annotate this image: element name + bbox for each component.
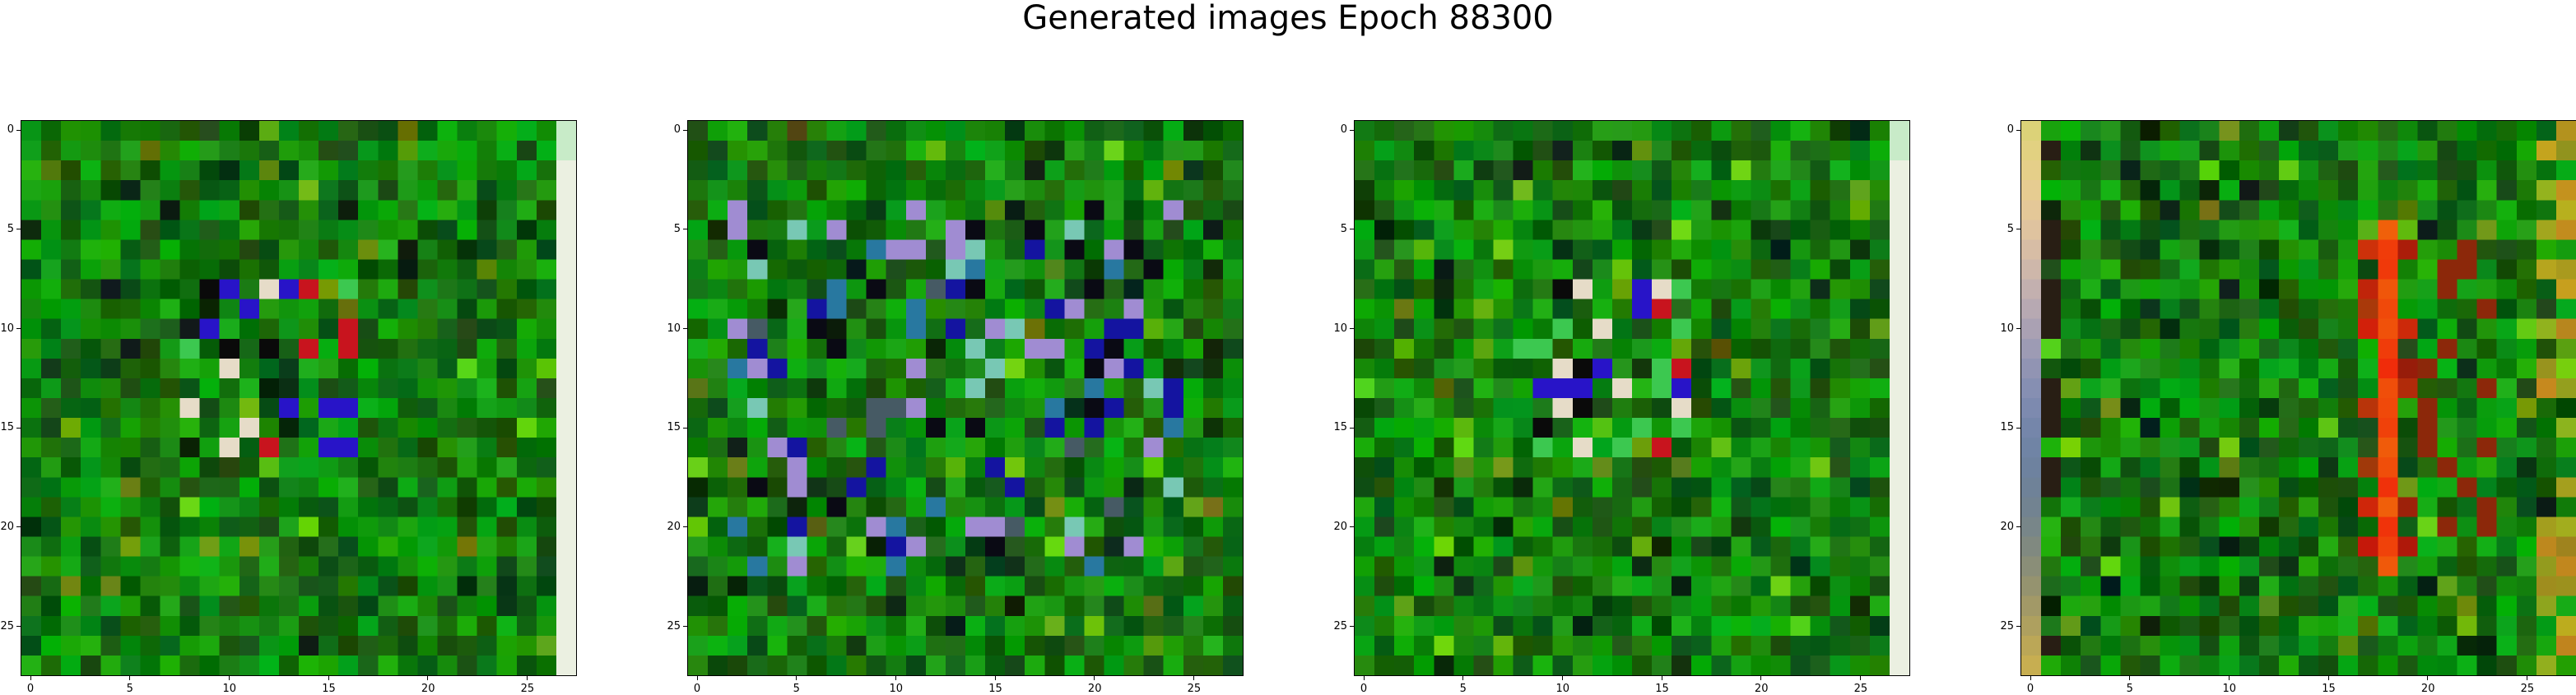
y-tick-label: 10 — [0, 322, 14, 335]
y-tick-mark — [16, 129, 21, 131]
y-tick-label: 0 — [2006, 123, 2014, 137]
y-tick-mark — [2016, 427, 2020, 429]
y-tick-mark — [1350, 129, 1354, 131]
x-tick-label: 5 — [793, 683, 800, 695]
y-tick-label: 15 — [1333, 421, 1347, 434]
x-tick-mark — [527, 676, 528, 680]
y-tick-label: 10 — [667, 322, 681, 335]
y-tick-label: 25 — [667, 619, 681, 632]
y-tick-label: 20 — [0, 520, 14, 533]
x-tick-label: 0 — [693, 683, 701, 695]
image-canvas — [1354, 120, 1910, 676]
x-tick-label: 25 — [520, 683, 535, 695]
x-tick-label: 15 — [988, 683, 1002, 695]
y-tick-label: 0 — [673, 123, 681, 137]
x-tick-label: 25 — [1187, 683, 1202, 695]
y-tick-label: 25 — [1333, 619, 1347, 632]
x-tick-label: 5 — [1459, 683, 1467, 695]
y-tick-label: 25 — [0, 619, 14, 632]
y-tick-mark — [16, 526, 21, 528]
y-tick-label: 5 — [2006, 222, 2014, 235]
x-tick-mark — [1462, 676, 1464, 680]
figure-title: Generated images Epoch 88300 — [1022, 0, 1554, 37]
x-tick-mark — [2129, 676, 2131, 680]
x-tick-label: 5 — [2126, 683, 2133, 695]
x-tick-mark — [129, 676, 131, 680]
y-tick-mark — [16, 626, 21, 628]
y-tick-label: 5 — [673, 222, 681, 235]
y-tick-mark — [683, 427, 687, 429]
x-tick-mark — [1760, 676, 1762, 680]
x-tick-mark — [1860, 676, 1862, 680]
x-tick-mark — [895, 676, 896, 680]
y-tick-label: 15 — [0, 421, 14, 434]
generated-image-panel-2: 0 5 10 15 20 25 0 5 10 15 20 25 — [667, 120, 1244, 694]
y-tick-mark — [2016, 626, 2020, 628]
y-tick-mark — [1350, 328, 1354, 329]
y-tick-mark — [2016, 129, 2020, 131]
x-tick-mark — [427, 676, 429, 680]
x-tick-mark — [2030, 676, 2031, 680]
x-tick-label: 25 — [2520, 683, 2535, 695]
x-tick-mark — [994, 676, 996, 680]
y-tick-label: 10 — [2000, 322, 2014, 335]
image-canvas — [687, 120, 1244, 676]
y-tick-label: 5 — [1340, 222, 1347, 235]
x-tick-mark — [229, 676, 230, 680]
x-tick-mark — [2427, 676, 2429, 680]
y-tick-mark — [2016, 328, 2020, 329]
x-tick-mark — [1094, 676, 1095, 680]
y-tick-mark — [2016, 526, 2020, 528]
x-tick-label: 0 — [2026, 683, 2034, 695]
y-tick-label: 15 — [667, 421, 681, 434]
x-tick-label: 10 — [222, 683, 237, 695]
x-tick-label: 10 — [1555, 683, 1570, 695]
x-tick-label: 20 — [421, 683, 435, 695]
y-tick-mark — [683, 626, 687, 628]
x-tick-mark — [696, 676, 698, 680]
y-tick-label: 5 — [7, 222, 14, 235]
y-tick-mark — [683, 328, 687, 329]
x-tick-label: 20 — [1754, 683, 1769, 695]
x-tick-mark — [2229, 676, 2230, 680]
x-tick-label: 25 — [1853, 683, 1868, 695]
y-tick-mark — [683, 129, 687, 131]
x-tick-mark — [2327, 676, 2329, 680]
y-tick-mark — [16, 328, 21, 329]
x-tick-mark — [30, 676, 31, 680]
generated-image-panel-4: 0 5 10 15 20 25 0 5 10 15 20 25 — [2000, 120, 2576, 694]
x-tick-mark — [1562, 676, 1563, 680]
y-tick-label: 20 — [2000, 520, 2014, 533]
x-tick-label: 0 — [1360, 683, 1368, 695]
y-tick-mark — [683, 526, 687, 528]
generated-image-panel-3: 0 5 10 15 20 25 0 5 10 15 20 25 — [1333, 120, 1910, 694]
image-canvas — [2020, 120, 2576, 676]
x-tick-label: 15 — [322, 683, 336, 695]
x-tick-label: 10 — [889, 683, 904, 695]
y-tick-label: 0 — [1340, 123, 1347, 137]
y-tick-mark — [1350, 427, 1354, 429]
x-tick-mark — [1193, 676, 1195, 680]
x-tick-label: 20 — [1087, 683, 1102, 695]
x-tick-label: 15 — [2322, 683, 2336, 695]
x-tick-label: 0 — [26, 683, 35, 695]
image-canvas — [21, 120, 577, 676]
y-tick-label: 15 — [2000, 421, 2014, 434]
x-tick-mark — [796, 676, 797, 680]
y-tick-label: 20 — [1333, 520, 1347, 533]
x-tick-label: 5 — [126, 683, 133, 695]
y-tick-label: 10 — [1333, 322, 1347, 335]
x-tick-label: 10 — [2222, 683, 2237, 695]
y-tick-label: 20 — [667, 520, 681, 533]
x-tick-mark — [328, 676, 329, 680]
y-tick-label: 0 — [7, 123, 14, 137]
x-tick-label: 15 — [1655, 683, 1669, 695]
x-tick-label: 20 — [2420, 683, 2435, 695]
y-tick-mark — [1350, 626, 1354, 628]
generated-image-panel-1: 0 5 10 15 20 25 0 5 10 15 20 25 — [0, 120, 577, 694]
y-tick-label: 25 — [2000, 619, 2014, 632]
y-tick-mark — [16, 427, 21, 429]
y-tick-mark — [1350, 526, 1354, 528]
x-tick-mark — [1363, 676, 1365, 680]
